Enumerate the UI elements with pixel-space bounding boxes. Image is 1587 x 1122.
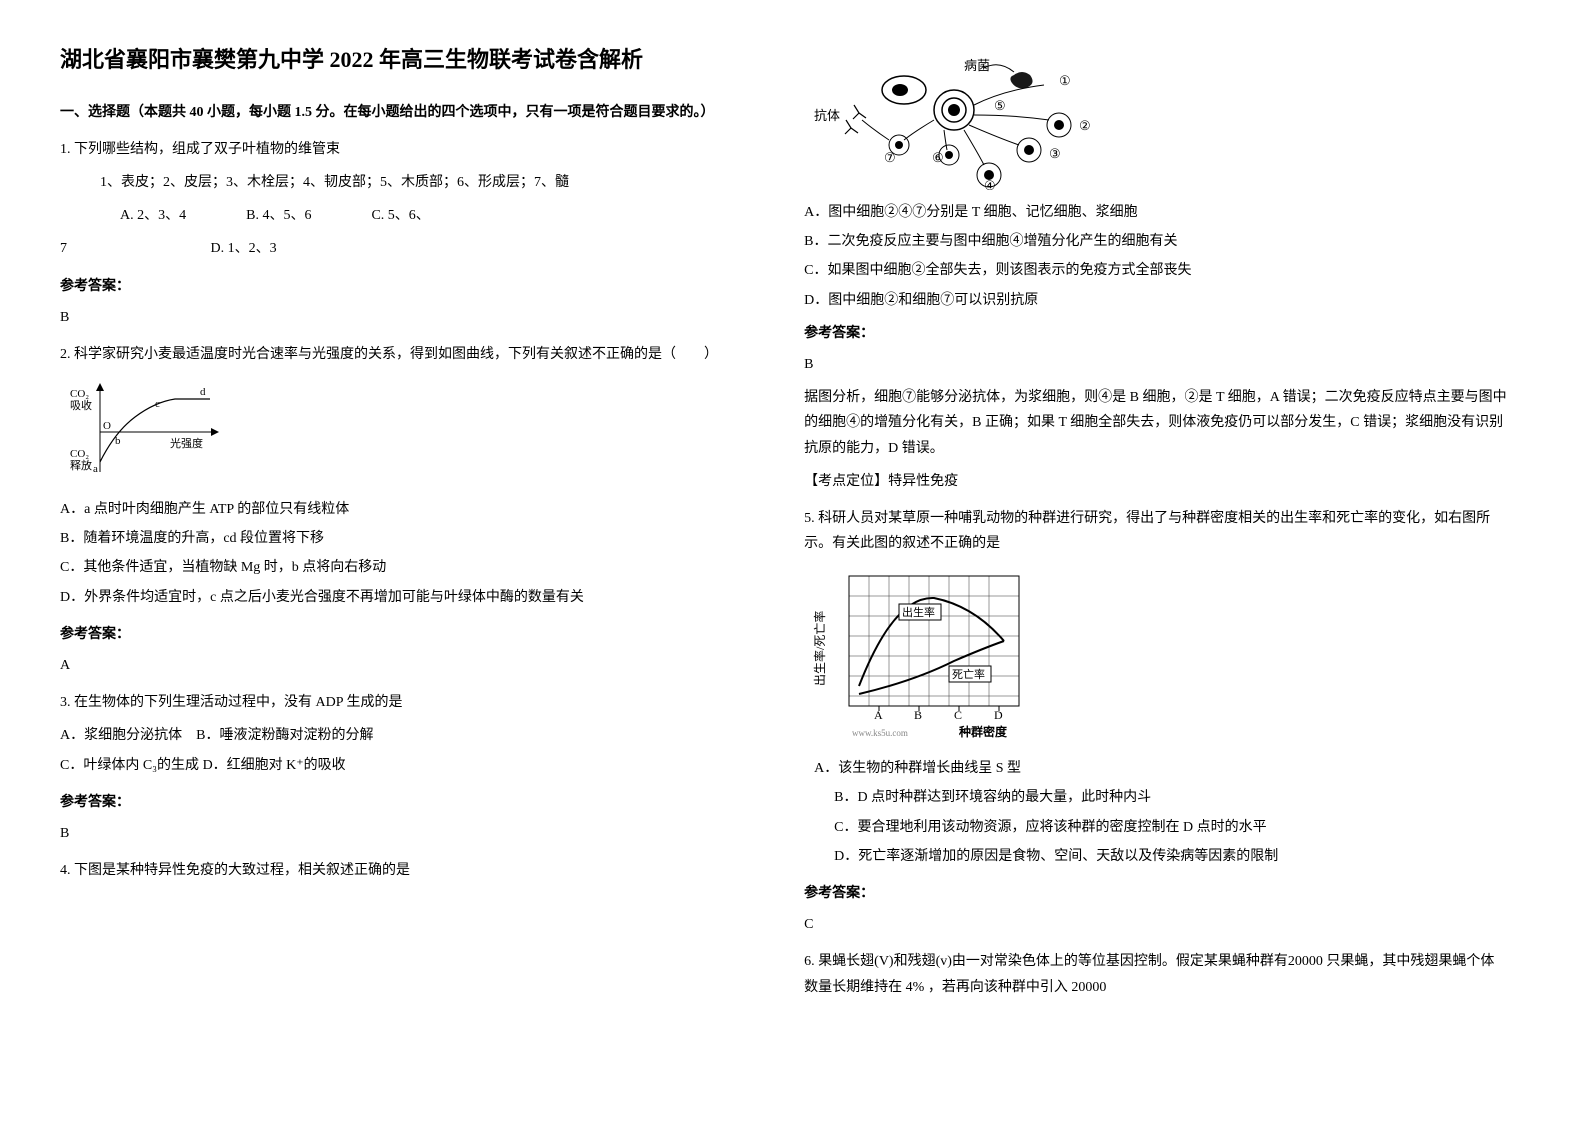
q2-ylabel-top2: 吸收 xyxy=(70,398,92,412)
q1-opt-a: A. 2、3、4 xyxy=(120,203,186,228)
q5-opt-a: A．该生物的种群增长曲线呈 S 型 xyxy=(814,756,1508,781)
answer-label-3: 参考答案： xyxy=(60,790,764,815)
q1-layers: 1、表皮；2、皮层；3、木栓层；4、韧皮部；5、木质部；6、形成层；7、髓 xyxy=(100,170,764,195)
q4-label-antibody: 抗体 xyxy=(814,108,840,123)
q4-explanation: 据图分析，细胞⑦能够分泌抗体，为浆细胞，则④是 B 细胞，②是 T 细胞，A 错… xyxy=(804,385,1508,461)
q4-circ5: ⑤ xyxy=(994,98,1006,113)
q5-curve2: 死亡率 xyxy=(952,667,985,681)
q5-ptB: B xyxy=(914,708,922,722)
q2-pt-d: d xyxy=(200,386,206,398)
q4-answer: B xyxy=(804,352,1508,377)
q5-xlabel: 种群密度 xyxy=(958,724,1008,739)
q3-stem: 3. 在生物体的下列生理活动过程中，没有 ADP 生成的是 xyxy=(60,690,764,715)
q1-stem: 1. 下列哪些结构，组成了双子叶植物的维管束 xyxy=(60,137,764,162)
question-3: 3. 在生物体的下列生理活动过程中，没有 ADP 生成的是 A．浆细胞分泌抗体 … xyxy=(60,690,764,778)
q2-stem: 2. 科学家研究小麦最适温度时光合速率与光强度的关系，得到如图曲线，下列有关叙述… xyxy=(60,342,764,367)
q2-figure: CO₂ 吸收 CO₂ 释放 光强度 a b c d O xyxy=(60,377,764,487)
q1-opt-b: B. 4、5、6 xyxy=(246,203,311,228)
page-title: 湖北省襄阳市襄樊第九中学 2022 年高三生物联考试卷含解析 xyxy=(60,40,764,80)
q4-opt-a: A．图中细胞②④⑦分别是 T 细胞、记忆细胞、浆细胞 xyxy=(804,200,1508,225)
answer-label-5: 参考答案： xyxy=(804,881,1508,906)
answer-label-4: 参考答案： xyxy=(804,321,1508,346)
question-5: 5. 科研人员对某草原一种哺乳动物的种群进行研究，得出了与种群密度相关的出生率和… xyxy=(804,506,1508,869)
q4-figure: 抗体 病菌 xyxy=(804,50,1508,190)
q4-circ6: ⑥ xyxy=(932,150,944,165)
q2-opt-d: D．外界条件均适宜时，c 点之后小麦光合强度不再增加可能与叶绿体中酶的数量有关 xyxy=(60,585,764,610)
q1-line2-left: 7 xyxy=(60,241,67,256)
q1-opt-c: C. 5、6、 xyxy=(371,203,429,228)
q4-circ2: ② xyxy=(1079,118,1091,133)
q4-opt-c: C．如果图中细胞②全部失去，则该图表示的免疫方式全部丧失 xyxy=(804,258,1508,283)
q1-answer: B xyxy=(60,305,764,330)
q3-opt-ab: A．浆细胞分泌抗体 B．唾液淀粉酶对淀粉的分解 xyxy=(60,723,764,748)
q4-opt-b: B．二次免疫反应主要与图中细胞④增殖分化产生的细胞有关 xyxy=(804,229,1508,254)
q3-opt-cd: C．叶绿体内 C₃的生成 D．红细胞对 K⁺的吸收 xyxy=(60,753,764,778)
q2-pt-b: b xyxy=(115,435,121,447)
q2-opt-a: A．a 点时叶肉细胞产生 ATP 的部位只有线粒体 xyxy=(60,497,764,522)
q4-keypoint: 【考点定位】特异性免疫 xyxy=(804,469,1508,494)
q5-watermark: www.ks5u.com xyxy=(852,728,908,738)
answer-label-2: 参考答案： xyxy=(60,622,764,647)
q5-figure: 出生率 死亡率 出生率/死亡率 A B C D 种群密度 www.ks5u.co… xyxy=(804,566,1508,746)
question-1: 1. 下列哪些结构，组成了双子叶植物的维管束 1、表皮；2、皮层；3、木栓层；4… xyxy=(60,137,764,262)
q2-xlabel: 光强度 xyxy=(170,436,203,450)
q5-opt-c: C．要合理地利用该动物资源，应将该种群的密度控制在 D 点时的水平 xyxy=(834,815,1508,840)
question-2: 2. 科学家研究小麦最适温度时光合速率与光强度的关系，得到如图曲线，下列有关叙述… xyxy=(60,342,764,610)
q1-options-row1: A. 2、3、4 B. 4、5、6 C. 5、6、 xyxy=(120,203,764,228)
q4-circ7: ⑦ xyxy=(884,150,896,165)
q4-label-pathogen: 病菌 xyxy=(964,58,990,73)
question-6: 6. 果蝇长翅(V)和残翅(v)由一对常染色体上的等位基因控制。假定某果蝇种群有… xyxy=(804,949,1508,999)
q2-opt-c: C．其他条件适宜，当植物缺 Mg 时，b 点将向右移动 xyxy=(60,555,764,580)
q5-stem: 5. 科研人员对某草原一种哺乳动物的种群进行研究，得出了与种群密度相关的出生率和… xyxy=(804,506,1508,556)
q5-opt-d: D．死亡率逐渐增加的原因是食物、空间、天敌以及传染病等因素的限制 xyxy=(834,844,1508,869)
left-column: 湖北省襄阳市襄樊第九中学 2022 年高三生物联考试卷含解析 一、选择题（本题共… xyxy=(60,40,764,1012)
q5-opt-b: B．D 点时种群达到环境容纳的最大量，此时种内斗 xyxy=(834,785,1508,810)
q2-ylabel-bot: CO₂ xyxy=(70,448,89,460)
question-4-stem: 4. 下图是某种特异性免疫的大致过程，相关叙述正确的是 xyxy=(60,858,764,883)
q5-ylabel: 出生率/死亡率 xyxy=(812,611,827,686)
q2-ylabel-bot2: 释放 xyxy=(70,458,92,472)
q4-circ4: ④ xyxy=(984,178,996,190)
q4-stem: 4. 下图是某种特异性免疫的大致过程，相关叙述正确的是 xyxy=(60,858,764,883)
q2-pt-a: a xyxy=(93,463,98,475)
q6-stem: 6. 果蝇长翅(V)和残翅(v)由一对常染色体上的等位基因控制。假定某果蝇种群有… xyxy=(804,949,1508,999)
q3-opt-d: D．红细胞对 K⁺的吸收 xyxy=(203,758,346,773)
q5-curve1: 出生率 xyxy=(902,605,935,619)
q4-opt-d: D．图中细胞②和细胞⑦可以识别抗原 xyxy=(804,288,1508,313)
q1-options-row2: 7 D. 1、2、3 xyxy=(60,236,764,261)
q5-answer: C xyxy=(804,912,1508,937)
right-column: 抗体 病菌 xyxy=(804,40,1508,1012)
q2-ylabel-top: CO₂ xyxy=(70,388,89,400)
q2-pt-c: c xyxy=(155,398,160,410)
q3-opt-c: C．叶绿体内 C₃的生成 xyxy=(60,758,199,773)
q2-origin: O xyxy=(103,420,111,432)
q5-ptC: C xyxy=(954,708,962,722)
section-header: 一、选择题（本题共 40 小题，每小题 1.5 分。在每小题给出的四个选项中，只… xyxy=(60,100,764,125)
q2-opt-b: B．随着环境温度的升高，cd 段位置将下移 xyxy=(60,526,764,551)
q2-answer: A xyxy=(60,653,764,678)
q4-circ1: ① xyxy=(1059,73,1071,88)
q4-cell-group xyxy=(845,72,1071,187)
answer-label-1: 参考答案： xyxy=(60,274,764,299)
q1-opt-d: D. 1、2、3 xyxy=(211,241,277,256)
q4-circ3: ③ xyxy=(1049,146,1061,161)
q3-answer: B xyxy=(60,821,764,846)
